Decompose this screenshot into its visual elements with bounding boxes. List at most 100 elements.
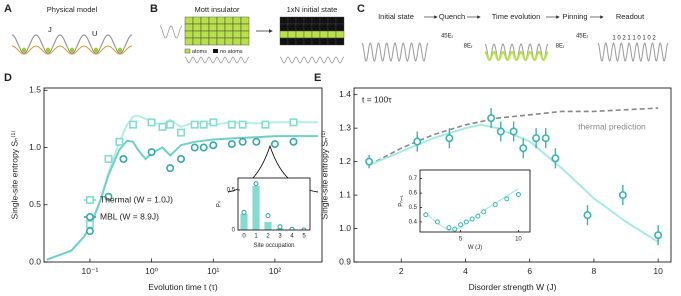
marker bbox=[166, 120, 175, 129]
plot-area bbox=[240, 181, 307, 230]
annotation: t = 100τ bbox=[362, 94, 392, 104]
legend-swatch bbox=[213, 49, 218, 53]
atom bbox=[117, 47, 123, 53]
x-tick-label: 10¹ bbox=[207, 266, 219, 276]
marker bbox=[147, 118, 156, 127]
potential bbox=[597, 42, 669, 62]
lattice-site bbox=[335, 30, 345, 39]
lattice-site bbox=[295, 23, 305, 32]
x-tick-label: 8 bbox=[592, 266, 597, 276]
energy: 8Eᵣ bbox=[464, 44, 473, 50]
x-tick-label: 5 bbox=[302, 234, 306, 240]
series-line bbox=[46, 135, 318, 261]
marker bbox=[158, 122, 167, 131]
y-tick-label: 0.5 bbox=[227, 188, 236, 194]
lattice-site bbox=[287, 30, 297, 39]
marker bbox=[289, 118, 298, 127]
lattice-site bbox=[279, 16, 289, 25]
plot-frame bbox=[43, 87, 323, 263]
x-tick-label: 3 bbox=[278, 234, 282, 240]
energy: 45Eᵣ bbox=[441, 34, 454, 40]
lattice-site bbox=[287, 23, 297, 32]
potential bbox=[11, 34, 133, 54]
lattice-site bbox=[295, 30, 305, 39]
y-tick-label: 0.6 bbox=[409, 191, 418, 197]
lattice-site bbox=[192, 16, 202, 25]
x-tick-label: 10 bbox=[653, 266, 663, 276]
annotation: thermal prediction bbox=[578, 121, 646, 131]
lattice-site bbox=[232, 37, 242, 46]
lattice-site bbox=[216, 30, 226, 39]
marker bbox=[509, 127, 518, 136]
lattice-site bbox=[184, 30, 194, 39]
marker bbox=[551, 154, 560, 163]
lattice-site bbox=[287, 37, 297, 46]
marker bbox=[199, 143, 208, 152]
y-tick-label: 1.0 bbox=[339, 223, 351, 233]
marker bbox=[227, 140, 236, 149]
x-axis-label: Evolution time t (τ) bbox=[148, 282, 218, 292]
marker bbox=[365, 157, 374, 166]
y-tick-label: 1.1 bbox=[339, 189, 351, 199]
y-tick-label: 1.3 bbox=[339, 122, 351, 132]
lattice-site bbox=[184, 37, 194, 46]
bar bbox=[264, 222, 272, 230]
lattice-site bbox=[311, 16, 321, 25]
lattice-site bbox=[240, 16, 250, 25]
lattice-site bbox=[208, 30, 218, 39]
lattice-site bbox=[327, 30, 337, 39]
lattice-site bbox=[216, 23, 226, 32]
lattice-site bbox=[200, 37, 210, 46]
panel-label: B bbox=[150, 3, 158, 15]
bar bbox=[240, 214, 248, 230]
potential bbox=[159, 25, 183, 39]
marker bbox=[289, 226, 295, 230]
lattice-site bbox=[295, 37, 305, 46]
panel-label: D bbox=[4, 72, 12, 84]
marker bbox=[85, 227, 94, 236]
marker bbox=[496, 127, 505, 136]
panel-subtitle: 1xN initial state bbox=[287, 5, 338, 14]
lattice-site bbox=[232, 30, 242, 39]
lattice-site bbox=[232, 23, 242, 32]
marker bbox=[104, 192, 113, 201]
marker bbox=[270, 140, 279, 149]
lattice-site bbox=[240, 30, 250, 39]
lattice-site bbox=[208, 37, 218, 46]
x-axis-label: Disorder strength W (J) bbox=[469, 282, 557, 292]
marker bbox=[209, 118, 218, 127]
lattice-site bbox=[240, 37, 250, 46]
marker bbox=[445, 134, 454, 143]
y-tick-label: 1.4 bbox=[339, 89, 351, 99]
marker bbox=[238, 137, 247, 146]
lattice-site bbox=[208, 23, 218, 32]
legend-marker bbox=[86, 213, 95, 222]
marker bbox=[253, 181, 259, 187]
y-axis-label: Pₙ₌₁ bbox=[398, 195, 404, 207]
marker bbox=[190, 143, 199, 152]
marker bbox=[261, 120, 270, 129]
lattice-site bbox=[240, 23, 250, 32]
lattice-site bbox=[200, 23, 210, 32]
lattice-site bbox=[232, 16, 242, 25]
atom bbox=[21, 47, 27, 53]
step: Time evolution bbox=[492, 12, 541, 21]
plot-area bbox=[365, 107, 663, 246]
x-tick-label: 10⁻¹ bbox=[82, 266, 99, 276]
lattice-site bbox=[319, 30, 329, 39]
legend-marker bbox=[86, 196, 95, 205]
lattice-site bbox=[287, 16, 297, 25]
marker bbox=[277, 224, 283, 230]
marker bbox=[446, 225, 452, 231]
marker bbox=[515, 192, 521, 198]
marker bbox=[241, 209, 247, 215]
panel-title: Physical model bbox=[47, 5, 98, 14]
step: Initial state bbox=[378, 12, 414, 21]
legend-label: atoms bbox=[192, 49, 207, 55]
lattice-site bbox=[295, 16, 305, 25]
y-tick-label: 1.5 bbox=[29, 85, 41, 95]
legend-label: no atoms bbox=[220, 49, 243, 55]
y-tick-label: 0 bbox=[232, 228, 236, 234]
potential bbox=[12, 45, 132, 55]
lattice-site bbox=[303, 23, 313, 32]
